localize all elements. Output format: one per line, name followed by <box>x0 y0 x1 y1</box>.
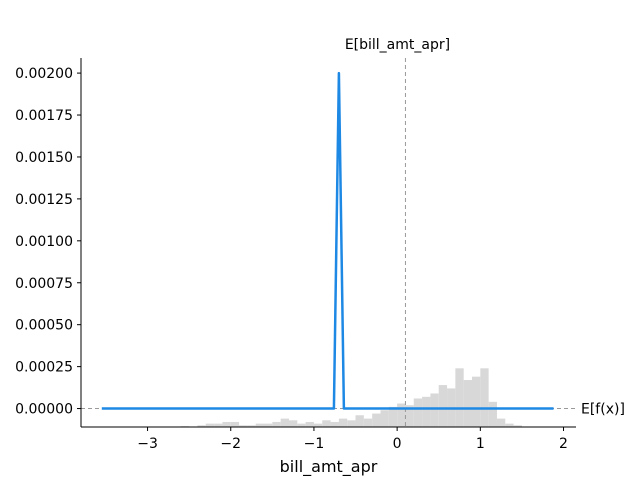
histogram-bar <box>405 405 414 427</box>
reference-lines <box>81 58 576 427</box>
histogram-bar <box>463 380 473 427</box>
histogram-bar <box>438 385 448 427</box>
y-tick-label: 0.00100 <box>15 234 73 250</box>
histogram-bar <box>205 423 215 427</box>
y-tick-label: 0.00025 <box>15 360 73 376</box>
x-tick-label: −1 <box>304 436 325 452</box>
histogram-bar <box>288 420 298 427</box>
y-tick-label: 0.00000 <box>15 402 73 418</box>
axes <box>80 58 576 428</box>
histogram-bar <box>255 423 265 427</box>
ticks: −3 −2 −1 0 1 2 0.00000 0.00025 0.00050 0.00075 0.0… <box>15 66 568 452</box>
x-tick-label: 1 <box>476 436 485 452</box>
histogram-bar <box>488 401 497 427</box>
histogram-bar <box>388 406 398 427</box>
histogram-bar <box>338 418 348 427</box>
x-tick-label: −2 <box>220 436 241 452</box>
feature-histogram <box>180 368 522 427</box>
histogram-bar <box>230 421 240 427</box>
y-tick-label: 0.00050 <box>15 318 73 334</box>
histogram-bar <box>355 415 364 427</box>
histogram-bar <box>280 418 289 427</box>
histogram-bar <box>297 423 306 427</box>
histogram-bar <box>347 420 356 427</box>
histogram-bar <box>197 425 206 427</box>
x-tick-label: −3 <box>137 436 158 452</box>
series-line <box>101 71 554 410</box>
histogram-bar <box>305 421 314 427</box>
histogram-bar <box>455 368 464 427</box>
histogram-bar <box>247 425 256 427</box>
histogram-bar <box>513 425 522 427</box>
histogram-bar <box>430 393 439 427</box>
histogram-bar <box>214 423 223 427</box>
histogram-bar <box>422 396 431 427</box>
histogram-bar <box>397 403 406 427</box>
histogram-bar <box>505 423 514 427</box>
partial-dependence-series <box>101 71 554 410</box>
x-tick-label: 0 <box>393 436 402 452</box>
histogram-bar <box>472 376 481 427</box>
histogram-bar <box>313 423 323 427</box>
histogram-bar <box>322 420 331 427</box>
histogram-bar <box>496 418 506 427</box>
histogram-bar <box>330 421 339 427</box>
histogram-bar <box>480 368 489 427</box>
expected-x-label: E[bill_amt_apr] <box>345 37 450 53</box>
x-tick-label: 2 <box>559 436 568 452</box>
histogram-bar <box>380 410 389 427</box>
histogram-bar <box>413 398 423 427</box>
histogram-bar <box>264 423 273 427</box>
x-axis-label: bill_amt_apr <box>280 457 378 477</box>
histogram-bar <box>272 421 281 427</box>
y-tick-label: 0.00150 <box>15 150 73 166</box>
histogram-bar <box>239 425 248 427</box>
expected-y-label: E[f(x)] <box>581 402 625 418</box>
histogram-bar <box>363 418 373 427</box>
y-tick-label: 0.00075 <box>15 276 73 292</box>
histogram-bar <box>222 421 231 427</box>
y-tick-label: 0.00200 <box>15 66 73 82</box>
histogram-bar <box>372 413 381 427</box>
y-tick-label: 0.00125 <box>15 192 73 208</box>
y-tick-label: 0.00175 <box>15 108 73 124</box>
